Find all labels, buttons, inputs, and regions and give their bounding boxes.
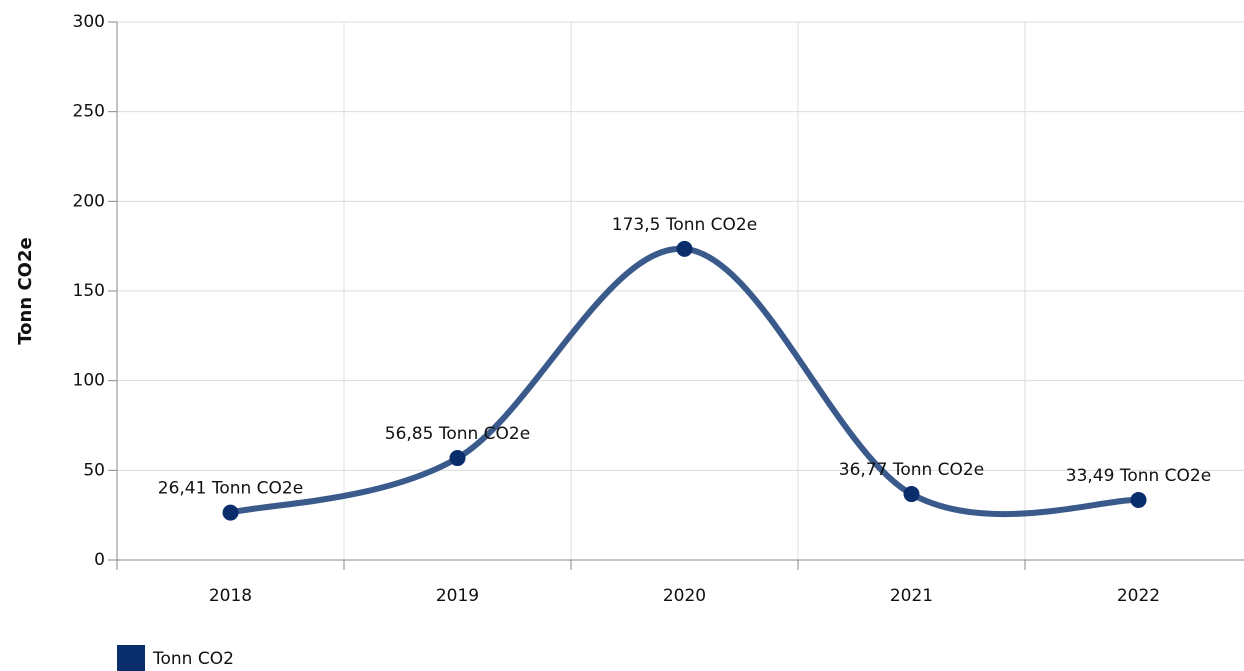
- y-tick-label: 200: [73, 191, 105, 211]
- data-label: 56,85 Tonn CO2e: [385, 424, 530, 444]
- marker: [1130, 491, 1147, 508]
- y-tick-label: 0: [94, 550, 105, 570]
- data-label: 36,77 Tonn CO2e: [839, 460, 984, 480]
- x-tick-label: 2019: [436, 586, 479, 606]
- data-label: 173,5 Tonn CO2e: [612, 215, 757, 235]
- data-label: 26,41 Tonn CO2e: [158, 479, 303, 499]
- marker: [449, 450, 466, 467]
- y-tick-label: 300: [73, 12, 105, 32]
- marker: [676, 240, 693, 257]
- y-axis-label: Tonn CO2e: [15, 237, 36, 344]
- legend-swatch: [117, 645, 145, 671]
- x-tick-label: 2021: [890, 586, 933, 606]
- marker: [903, 486, 920, 503]
- x-tick-label: 2022: [1117, 586, 1160, 606]
- y-tick-label: 50: [83, 460, 105, 480]
- y-tick-label: 100: [73, 371, 105, 391]
- legend-label: Tonn CO2: [152, 649, 234, 669]
- y-tick-label: 250: [73, 102, 105, 122]
- x-tick-label: 2020: [663, 586, 706, 606]
- data-label: 33,49 Tonn CO2e: [1066, 466, 1211, 486]
- marker: [222, 504, 239, 521]
- line: [227, 245, 1142, 518]
- x-tick-label: 2018: [209, 586, 252, 606]
- y-tick-label: 150: [73, 281, 105, 301]
